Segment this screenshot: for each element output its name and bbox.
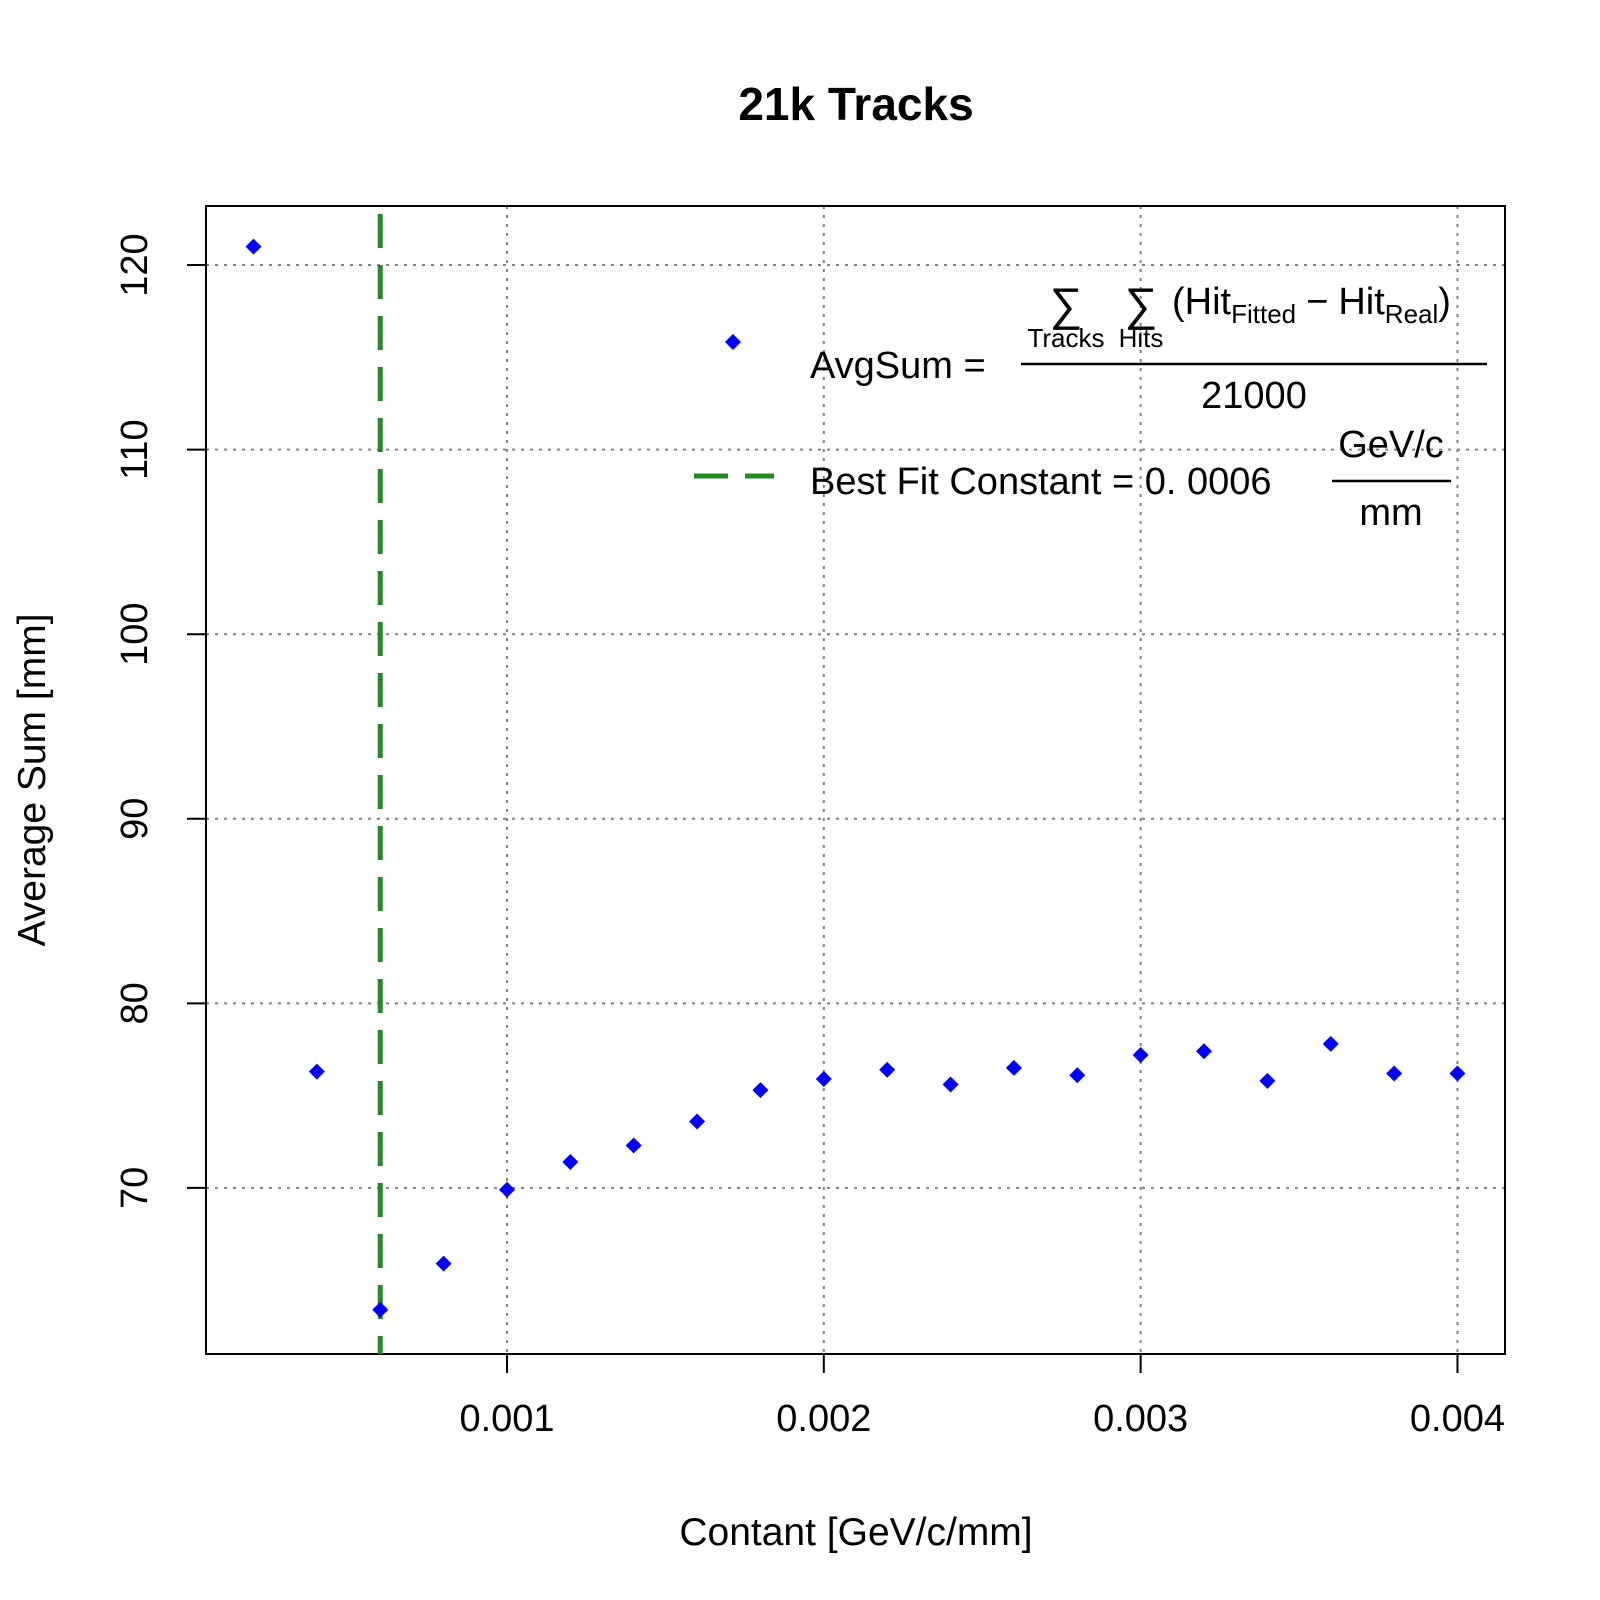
legend-sum-hits-symbol: ∑ — [1125, 278, 1158, 330]
data-point — [942, 1076, 959, 1093]
chart-title: 21k Tracks — [738, 78, 973, 130]
data-point — [1449, 1065, 1466, 1082]
x-axis: 0.001 0.002 0.003 0.004 — [459, 1354, 1505, 1440]
legend-hit-real-subscript: Real — [1385, 299, 1438, 329]
y-tick-label: 110 — [114, 419, 156, 480]
data-point — [1322, 1035, 1339, 1052]
data-point — [1196, 1043, 1213, 1060]
y-tick-label: 80 — [114, 982, 156, 1024]
y-tick-label: 90 — [114, 798, 156, 840]
legend-sum-hits-subscript: Hits — [1119, 323, 1164, 353]
data-point — [308, 1063, 325, 1080]
legend-open-paren: ( — [1172, 281, 1185, 323]
data-point — [562, 1154, 579, 1171]
data-point — [498, 1181, 515, 1198]
data-point — [1132, 1047, 1149, 1064]
legend-hit-fitted: Hit — [1185, 281, 1232, 323]
y-tick-label: 120 — [114, 233, 156, 296]
legend-point-marker — [725, 334, 741, 350]
data-point — [752, 1082, 769, 1099]
legend-best-fit-label: Best Fit Constant = 0. 0006 — [810, 461, 1272, 503]
data-point — [689, 1113, 706, 1130]
x-tick-label: 0.004 — [1410, 1398, 1505, 1440]
plot-frame — [205, 205, 1506, 1355]
legend-unit-numerator: GeV/c — [1338, 424, 1444, 466]
data-point — [372, 1301, 389, 1318]
x-tick-label: 0.001 — [459, 1398, 554, 1440]
legend-hit-fitted-subscript: Fitted — [1231, 299, 1296, 329]
data-point — [815, 1070, 832, 1087]
data-point — [1386, 1065, 1403, 1082]
y-axis: 70 80 90 100 110 120 — [114, 233, 206, 1209]
x-tick-label: 0.003 — [1093, 1398, 1188, 1440]
legend-minus: − — [1306, 281, 1328, 323]
data-point — [245, 238, 262, 255]
grid — [206, 206, 1505, 1354]
data-points — [245, 238, 1466, 1318]
legend-close-paren: ) — [1438, 281, 1451, 323]
data-point — [435, 1255, 452, 1272]
legend-hit-real: Hit — [1338, 281, 1385, 323]
data-point — [1259, 1072, 1276, 1089]
data-point — [1005, 1059, 1022, 1076]
data-point — [625, 1137, 642, 1154]
legend-sum-tracks-symbol: ∑ — [1050, 278, 1083, 330]
y-axis-label: Average Sum [mm] — [11, 613, 54, 946]
x-axis-label: Contant [GeV/c/mm] — [679, 1511, 1032, 1554]
legend-denominator: 21000 — [1201, 375, 1307, 417]
y-tick-label: 100 — [114, 602, 156, 665]
data-point — [1069, 1067, 1086, 1084]
x-tick-label: 0.002 — [776, 1398, 871, 1440]
legend-unit-denominator: mm — [1359, 492, 1422, 534]
legend-avgsum-lhs: AvgSum = — [810, 345, 986, 387]
legend-numerator-expression: (HitFitted − HitReal) — [1172, 281, 1451, 329]
y-tick-label: 70 — [114, 1167, 156, 1209]
data-point — [879, 1061, 896, 1078]
legend: AvgSum = ∑ Tracks ∑ Hits (HitFitted − HitR… — [694, 278, 1487, 534]
legend-sum-tracks-subscript: Tracks — [1027, 323, 1104, 353]
